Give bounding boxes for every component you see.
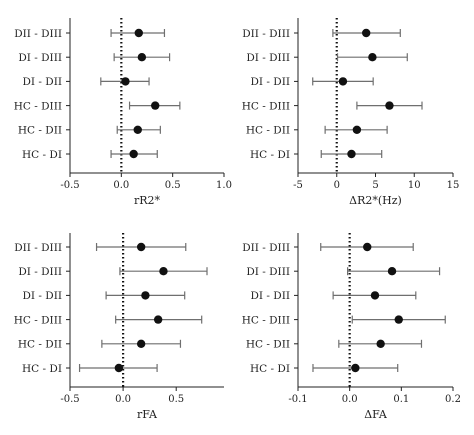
estimate-point — [362, 28, 371, 38]
category-label: HC - DI — [22, 149, 62, 161]
x-tick-label: 0.1 — [393, 394, 409, 405]
panel-1: -0.5 0.0 0.5 1.0 rR2* DII - DIII DI - DIII DI -… — [14, 18, 232, 207]
estimate-point — [387, 267, 397, 276]
estimate-point — [338, 77, 348, 86]
x-axis-title: ΔR2*(Hz) — [349, 194, 402, 207]
category-label: DI - DII — [250, 290, 290, 302]
category-label: HC - DIII — [242, 314, 290, 326]
x-tick-label: 15 — [447, 180, 460, 191]
estimate-point — [136, 242, 146, 252]
estimate-point — [368, 53, 377, 62]
x-axis-title: rFA — [137, 408, 158, 421]
estimate-point — [133, 125, 142, 134]
category-label: DI - DII — [250, 76, 290, 88]
x-tick-label: 1.0 — [216, 180, 232, 191]
x-tick-label: 0.0 — [115, 394, 131, 405]
category-label: DII - DIII — [14, 28, 62, 40]
estimate-point — [394, 315, 403, 324]
x-axis-title: rR2* — [134, 194, 161, 207]
x-axis-title: ΔFA — [364, 408, 388, 421]
category-label: DI - DIII — [18, 266, 62, 278]
estimate-point — [114, 363, 124, 373]
category-label: DII - DIII — [242, 28, 290, 40]
estimate-point — [153, 315, 163, 324]
category-label: DI - DIII — [18, 52, 62, 64]
panel-2: -5 0 5 10 15 ΔR2*(Hz) DII - DIII DI - DIII DI - … — [242, 18, 460, 207]
category-label: HC - DII — [18, 339, 62, 351]
category-label: HC - DIII — [242, 100, 290, 112]
category-label: HC - DI — [250, 149, 290, 161]
category-label: DI - DII — [22, 290, 62, 302]
x-tick-label: 0.5 — [165, 180, 181, 191]
x-tick-label: 0.2 — [445, 394, 461, 405]
x-tick-label: 10 — [408, 180, 421, 191]
estimate-point — [347, 149, 356, 159]
x-tick-label: 0 — [334, 180, 340, 191]
estimate-point — [370, 291, 380, 300]
estimate-point — [363, 242, 372, 252]
estimate-point — [137, 53, 147, 62]
category-label: HC - DI — [22, 363, 62, 375]
x-tick-label: -0.1 — [288, 394, 307, 405]
estimate-point — [351, 363, 360, 373]
category-label: DI - DIII — [246, 52, 290, 64]
estimate-point — [141, 291, 150, 300]
x-tick-label: 5 — [372, 180, 378, 191]
x-tick-label: -0.5 — [60, 394, 79, 405]
estimate-point — [129, 149, 138, 159]
category-label: DII - DIII — [14, 242, 62, 254]
x-tick-label: 0.0 — [342, 394, 358, 405]
estimate-point — [151, 101, 160, 110]
estimate-point — [159, 267, 168, 276]
category-label: DI - DIII — [246, 266, 290, 278]
category-label: DI - DII — [22, 76, 62, 88]
panel-4: -0.1 0.0 0.1 0.2 ΔFA DII - DIII DI - DIII DI - … — [242, 233, 461, 421]
estimate-point — [121, 77, 130, 86]
estimate-point — [136, 339, 146, 348]
category-label: HC - DII — [246, 339, 290, 351]
category-label: HC - DIII — [14, 100, 62, 112]
x-tick-label: 0.0 — [113, 180, 129, 191]
estimate-point — [385, 101, 394, 110]
estimate-point — [134, 28, 143, 38]
x-tick-label: 0.5 — [168, 394, 184, 405]
category-label: HC - DI — [250, 363, 290, 375]
panel-3: -0.5 0.0 0.5 rFA DII - DIII DI - DIII DI - DII… — [14, 233, 224, 421]
category-label: HC - DII — [246, 125, 290, 137]
x-tick-label: -0.5 — [60, 180, 79, 191]
x-tick-label: -5 — [293, 180, 303, 191]
category-label: HC - DIII — [14, 314, 62, 326]
estimate-point — [376, 339, 385, 348]
estimate-point — [352, 125, 362, 134]
category-label: DII - DIII — [242, 242, 290, 254]
category-label: HC - DII — [18, 125, 62, 137]
